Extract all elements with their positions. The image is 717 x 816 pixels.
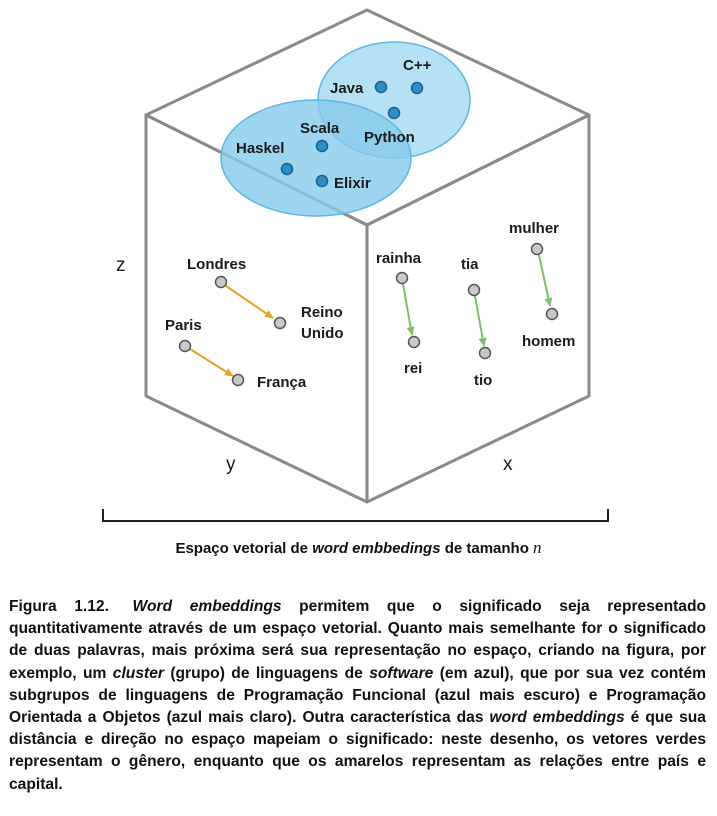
franca-point bbox=[231, 373, 245, 387]
scala-point bbox=[315, 139, 329, 153]
figure-caption-part-1: permitem que o significado seja represen… bbox=[9, 598, 707, 682]
figure-caption-part-2: cluster bbox=[112, 664, 164, 682]
scala-label: Scala bbox=[300, 120, 340, 137]
tia-label: tia bbox=[461, 256, 479, 273]
homem-point bbox=[545, 307, 559, 321]
dimension-bracket bbox=[102, 509, 609, 522]
rei-point bbox=[407, 335, 421, 349]
haskel-point bbox=[280, 162, 294, 176]
reino-label: Reino bbox=[301, 304, 343, 321]
word-embedding-diagram: Java C++ Python Scala Haskel Elixir Lond… bbox=[102, 8, 609, 522]
figure-caption-part-0: Word embeddings bbox=[132, 598, 282, 615]
software-cluster: Java C++ Python Scala Haskel Elixir bbox=[220, 41, 471, 217]
mulher-point bbox=[530, 242, 544, 256]
londres-label: Londres bbox=[187, 256, 246, 273]
scale-caption-italic: word embbedings bbox=[312, 540, 441, 557]
figure-caption-part-3: (grupo) de linguagens de bbox=[163, 664, 370, 682]
londres-reino-unido-arrow bbox=[225, 285, 274, 319]
x-axis-label: x bbox=[503, 454, 513, 475]
tio-label: tio bbox=[474, 372, 492, 389]
londres-point bbox=[214, 275, 228, 289]
paris-label: Paris bbox=[165, 317, 202, 334]
elixir-label: Elixir bbox=[334, 175, 371, 192]
python-label: Python bbox=[364, 129, 415, 146]
mulher-homem-arrow bbox=[538, 254, 553, 307]
figure-caption-part-5: (em azul), que por sua vez contém subgru… bbox=[9, 664, 707, 727]
figure-caption: Figura 1.12. Word embeddings permitem qu… bbox=[9, 596, 706, 796]
vector-space-caption: Espaço vetorial de word embbedings de ta… bbox=[0, 538, 717, 558]
rainha-label: rainha bbox=[376, 250, 422, 267]
figure-caption-part-6: word embeddings bbox=[489, 709, 625, 727]
functional-cluster-ellipse bbox=[220, 99, 412, 217]
java-point bbox=[374, 80, 388, 94]
figure-caption-part-4: software bbox=[369, 664, 434, 682]
country-capital-vectors: Londres Reino Unido Paris França bbox=[165, 256, 344, 391]
tio-point bbox=[478, 346, 492, 360]
paris-franca-arrow bbox=[189, 348, 234, 377]
z-axis-label: z bbox=[116, 255, 126, 276]
paris-point bbox=[178, 339, 192, 353]
mulher-label: mulher bbox=[509, 220, 559, 237]
unido-label: Unido bbox=[301, 325, 344, 342]
rainha-rei-arrow bbox=[402, 283, 415, 336]
tia-point bbox=[467, 283, 481, 297]
cpp-label: C++ bbox=[403, 57, 432, 74]
figure-caption-part-7: é que sua distância e direção no espaço … bbox=[9, 709, 706, 793]
y-axis-label: y bbox=[226, 454, 236, 475]
rainha-point bbox=[395, 271, 409, 285]
reino-unido-point bbox=[273, 316, 287, 330]
tia-tio-arrow bbox=[474, 295, 487, 347]
figure-number: Figura 1.12. bbox=[9, 598, 109, 615]
homem-label: homem bbox=[522, 333, 575, 350]
cpp-point bbox=[410, 81, 424, 95]
gender-vectors: rainha rei tia tio mulher homem bbox=[376, 220, 575, 389]
elixir-point bbox=[315, 174, 329, 188]
python-point bbox=[387, 106, 401, 120]
rei-label: rei bbox=[404, 360, 422, 377]
scale-caption-prefix: Espaço vetorial de bbox=[175, 540, 313, 557]
cube-right-face bbox=[365, 113, 591, 504]
haskel-label: Haskel bbox=[236, 140, 284, 157]
scale-caption-middle: de tamanho bbox=[440, 540, 534, 557]
franca-label: França bbox=[257, 374, 307, 391]
scale-caption-variable: n bbox=[533, 538, 542, 557]
java-label: Java bbox=[330, 80, 364, 97]
